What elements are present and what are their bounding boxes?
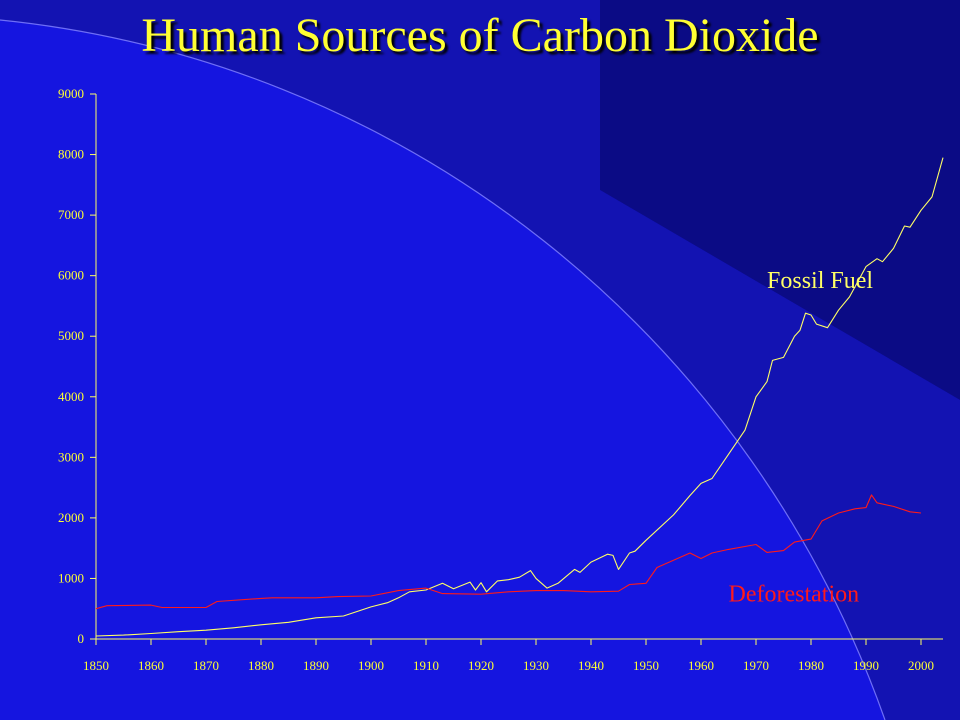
- series-labels: Fossil Fuel Deforestation: [729, 268, 874, 608]
- y-tick-label: 4000: [58, 389, 84, 404]
- y-tick-label: 3000: [58, 449, 84, 464]
- x-tick-label: 1900: [358, 658, 384, 673]
- x-tick-label: 1940: [578, 658, 604, 673]
- x-tick-label: 1950: [633, 658, 659, 673]
- y-tick-label: 7000: [58, 207, 84, 222]
- series-label-fossil-fuel: Fossil Fuel: [767, 268, 873, 294]
- x-tick-label: 1890: [303, 658, 329, 673]
- series-label-deforestation: Deforestation: [729, 581, 860, 607]
- y-tick-label: 9000: [58, 86, 84, 101]
- x-tick-label: 1910: [413, 658, 439, 673]
- x-tick-label: 1930: [523, 658, 549, 673]
- y-tick-label: 0: [78, 631, 85, 646]
- x-tick-label: 1880: [248, 658, 274, 673]
- x-tick-label: 1980: [798, 658, 824, 673]
- y-tick-label: 2000: [58, 510, 84, 525]
- series-layer: [95, 157, 944, 637]
- x-tick-label: 1860: [138, 658, 164, 673]
- y-tick-label: 5000: [58, 328, 84, 343]
- slide-title: Human Sources of Carbon Dioxide: [141, 9, 819, 62]
- x-tick-label: 1970: [743, 658, 769, 673]
- x-tick-label: 1960: [688, 658, 714, 673]
- y-tick-label: 1000: [58, 570, 84, 585]
- series-line-deforestation: [95, 494, 922, 610]
- x-tick-label: 1850: [83, 658, 109, 673]
- x-tick-label: 1920: [468, 658, 494, 673]
- axes: 0 1000 2000 3000 4000 5000 6000 7000 8000 9000 185…: [58, 86, 943, 673]
- x-tick-label: 2000: [908, 658, 934, 673]
- x-tick-label: 1870: [193, 658, 219, 673]
- y-tick-label: 6000: [58, 268, 84, 283]
- x-tick-label: 1990: [853, 658, 879, 673]
- series-line-fossil-fuel: [95, 157, 944, 637]
- y-tick-label: 8000: [58, 147, 84, 162]
